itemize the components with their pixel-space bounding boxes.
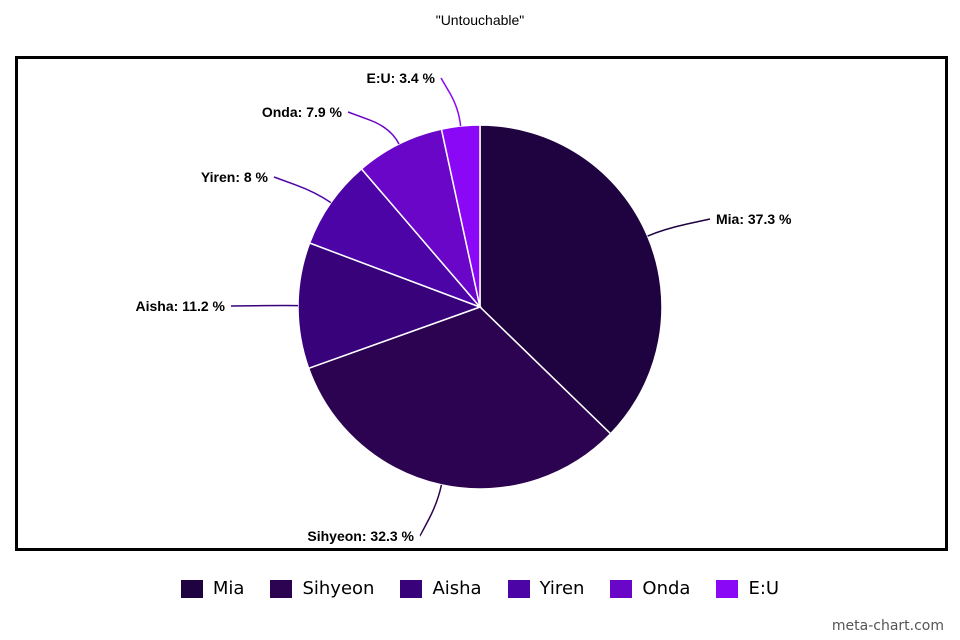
pie-slices <box>297 124 663 490</box>
leader-line-onda <box>347 111 400 145</box>
chart-title: "Untouchable" <box>435 12 525 28</box>
legend-item-aisha[interactable]: Aisha <box>400 578 482 599</box>
legend-label: Aisha <box>432 578 482 599</box>
pie-slice-e-u[interactable] <box>440 124 481 308</box>
legend-swatch <box>507 579 530 598</box>
legend-item-e-u[interactable]: E:U <box>716 578 779 599</box>
leader-line-mia <box>647 218 711 237</box>
legend-label: Sihyeon <box>302 578 375 599</box>
watermark: meta-chart.com <box>831 618 944 634</box>
legend-item-mia[interactable]: Mia <box>180 578 245 599</box>
legend-item-onda[interactable]: Onda <box>610 578 690 599</box>
legend-label: Yiren <box>539 578 585 599</box>
slice-label-e-u: E:U: 3.4 % <box>367 70 436 86</box>
slice-label-aisha: Aisha: 11.2 % <box>136 298 226 314</box>
plot-frame <box>15 56 948 551</box>
leader-line-sihyeon <box>419 484 443 537</box>
slice-label-yiren: Yiren: 8 % <box>201 169 269 185</box>
legend-label: Onda <box>642 578 691 599</box>
leader-line-e-u <box>440 77 462 127</box>
legend: Mia Sihyeon Aisha Yiren Onda E:U <box>0 578 960 599</box>
slice-label-sihyeon: Sihyeon: 32.3 % <box>307 528 414 544</box>
pie-slice-sihyeon[interactable] <box>307 306 612 490</box>
legend-swatch <box>610 579 633 598</box>
legend-swatch <box>716 579 739 598</box>
legend-item-sihyeon[interactable]: Sihyeon <box>270 578 374 599</box>
legend-label: Mia <box>212 578 245 599</box>
legend-item-yiren[interactable]: Yiren <box>507 578 585 599</box>
slice-label-onda: Onda: 7.9 % <box>262 104 343 120</box>
legend-label: E:U <box>748 578 780 599</box>
legend-swatch <box>270 579 293 598</box>
legend-swatch <box>180 579 203 598</box>
leader-line-yiren <box>273 176 332 204</box>
slice-label-mia: Mia: 37.3 % <box>716 211 792 227</box>
slice-labels: Mia: 37.3 % Sihyeon: 32.3 % Aisha: 11.2 % Y… <box>136 70 793 544</box>
legend-swatch <box>400 579 423 598</box>
leader-lines <box>230 77 711 537</box>
pie-slice-yiren[interactable] <box>308 167 481 308</box>
